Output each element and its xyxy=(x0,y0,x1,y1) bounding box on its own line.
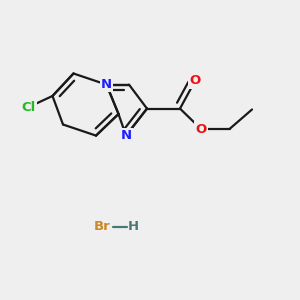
Text: N: N xyxy=(120,129,132,142)
Text: O: O xyxy=(189,74,201,88)
Text: O: O xyxy=(195,122,207,136)
Text: Br: Br xyxy=(94,220,110,233)
Text: Cl: Cl xyxy=(21,100,36,114)
Text: N: N xyxy=(101,78,112,91)
Text: H: H xyxy=(128,220,139,233)
